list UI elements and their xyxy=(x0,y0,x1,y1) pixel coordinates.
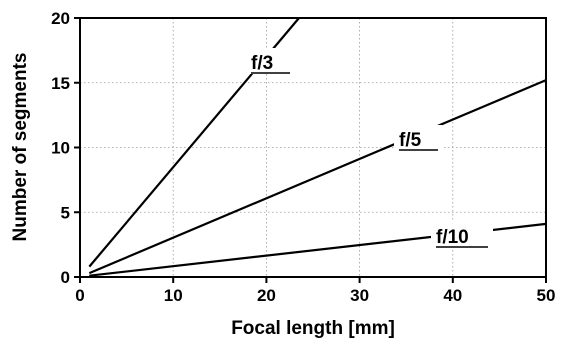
y-tick-label: 0 xyxy=(61,268,70,287)
series-labels: f/3 f/5 f/10 xyxy=(246,48,493,248)
y-tick-label: 20 xyxy=(51,9,70,28)
x-axis-title: Focal length [mm] xyxy=(231,318,395,339)
x-tick-label: 40 xyxy=(443,286,462,305)
f5-label-background xyxy=(394,125,442,151)
series-label-f5: f/5 xyxy=(399,130,422,151)
x-tick-label: 10 xyxy=(164,286,183,305)
y-axis-title: Number of segments xyxy=(10,53,31,242)
y-tick-label: 10 xyxy=(51,139,70,158)
y-tick-label: 5 xyxy=(61,203,70,222)
y-tick-label: 15 xyxy=(51,74,70,93)
x-tick-label: 50 xyxy=(537,286,556,305)
grid xyxy=(80,18,546,277)
series-line-f5 xyxy=(88,79,547,275)
axis-ticks: 0 10 20 30 40 50 0 5 10 15 20 xyxy=(51,9,555,305)
x-tick-label: 30 xyxy=(350,286,369,305)
x-tick-label: 20 xyxy=(257,286,276,305)
series-label-f10: f/10 xyxy=(436,227,469,248)
series-label-f3: f/3 xyxy=(251,53,273,74)
f10-label-background xyxy=(431,222,493,248)
f3-label-background xyxy=(246,48,294,74)
x-tick-label: 0 xyxy=(75,286,84,305)
